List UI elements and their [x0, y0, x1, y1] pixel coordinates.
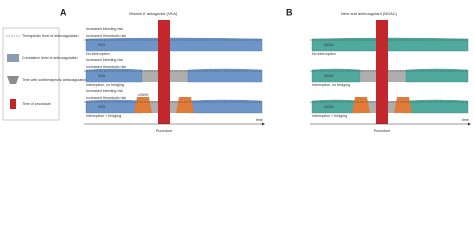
procedure-bar: [158, 20, 170, 124]
legend-procedure: [10, 99, 16, 109]
row-caption: Interruption + bridging: [86, 114, 121, 118]
row-caption: Interruption, no bridging: [312, 83, 350, 87]
figure: Therapeutic level of anticoagulation Cumu…: [2, 7, 471, 133]
risk-lower: Increased thrombotic risk: [86, 34, 126, 38]
drug-label: NOAC: [324, 43, 335, 47]
risk-upper: Increased bleeding risk: [86, 27, 123, 31]
risk-upper: Increased bleeding risk: [86, 58, 123, 62]
axis-label: time: [462, 118, 469, 122]
risk-lower: Increased thrombotic risk: [86, 65, 126, 69]
panel-letter: A: [60, 7, 67, 17]
legend-label: Cumulative level of anticoagulation: [22, 56, 78, 60]
anticoag-area: [85, 68, 143, 83]
bridge-label: LMWH: [138, 93, 149, 97]
row-caption: No interruption: [86, 52, 110, 56]
panel-letter: B: [286, 7, 293, 17]
legend-label: Time with subtherapeutic anticoagulation: [22, 78, 87, 82]
procedure-label: Procedure: [156, 129, 173, 133]
bridging-area: [134, 97, 152, 113]
axis-arrow: [468, 122, 471, 126]
bridging-area: [394, 97, 412, 113]
legend-cumulative: [7, 54, 19, 62]
drug-label: NOAC: [324, 74, 335, 78]
risk-upper: Increased bleeding risk: [86, 89, 123, 93]
legend-label: Time of procedure: [22, 102, 51, 106]
legend-label: Therapeutic level of anticoagulation: [22, 34, 79, 38]
anticoag-area: [187, 68, 263, 83]
drug-label: VKA: [98, 105, 106, 109]
panel-title: New oral anticoagulant (NOAC): [341, 11, 398, 16]
procedure-bar: [376, 20, 388, 124]
axis-label: time: [256, 118, 263, 122]
anticoag-area: [405, 68, 469, 83]
panel-title: Vitamin K antagonist (VKA): [129, 11, 178, 16]
anticoag-area: [311, 68, 361, 83]
row-caption: Interruption, no bridging: [86, 83, 124, 87]
row-caption: Interruption + bridging: [312, 114, 347, 118]
risk-lower: Increased thrombotic risk: [86, 96, 126, 100]
bridging-area: [352, 97, 370, 113]
legend-subtherapeutic: [7, 76, 19, 84]
drug-label: VKA: [98, 74, 106, 78]
bridging-area: [176, 97, 194, 113]
drug-label: NOAC: [324, 105, 335, 109]
anticoag-area: [311, 37, 469, 52]
procedure-label: Procedure: [374, 129, 391, 133]
anticoag-area: [85, 37, 263, 52]
axis-arrow: [262, 122, 265, 126]
drug-label: VKA: [98, 43, 106, 47]
row-caption: No interruption: [312, 52, 336, 56]
